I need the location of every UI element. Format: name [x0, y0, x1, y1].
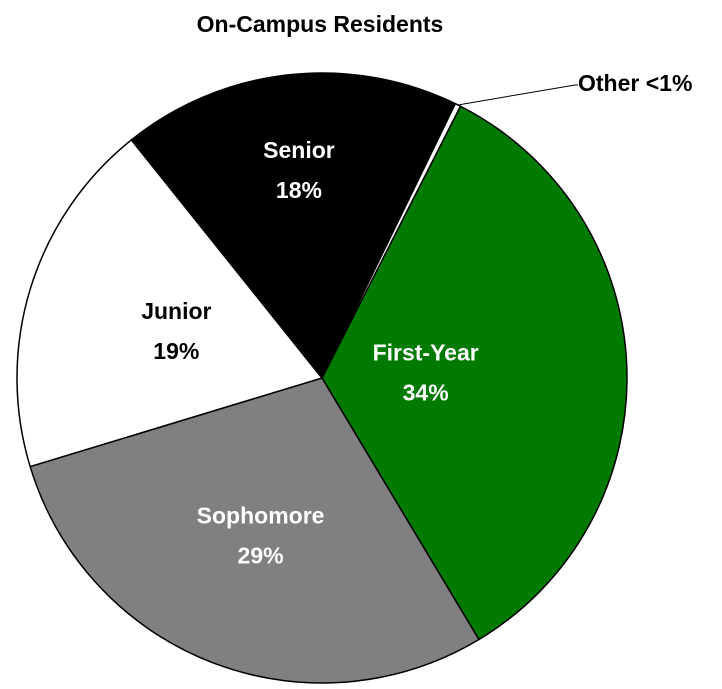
- slice-label: Senior: [263, 137, 335, 163]
- leader-line: [457, 84, 578, 106]
- chart-title: On-Campus Residents: [197, 11, 444, 37]
- slice-value-label: <1%: [646, 70, 693, 96]
- slice-label: Sophomore: [197, 502, 325, 528]
- slice-value-label: 19%: [153, 338, 199, 364]
- pie-slice: [130, 72, 457, 380]
- slice-label: First-Year: [373, 339, 479, 365]
- slice-value-label: 34%: [403, 379, 449, 405]
- slice-label: Other <1%: [578, 70, 692, 96]
- slice-label: Junior: [141, 298, 211, 324]
- slice-value-label: 18%: [276, 177, 322, 203]
- slice-value-label: 29%: [238, 542, 284, 568]
- pie-slice: [321, 105, 628, 641]
- pie-slice: [16, 138, 324, 468]
- pie-slice: [29, 377, 480, 684]
- slice-label-name: Other: [578, 70, 639, 96]
